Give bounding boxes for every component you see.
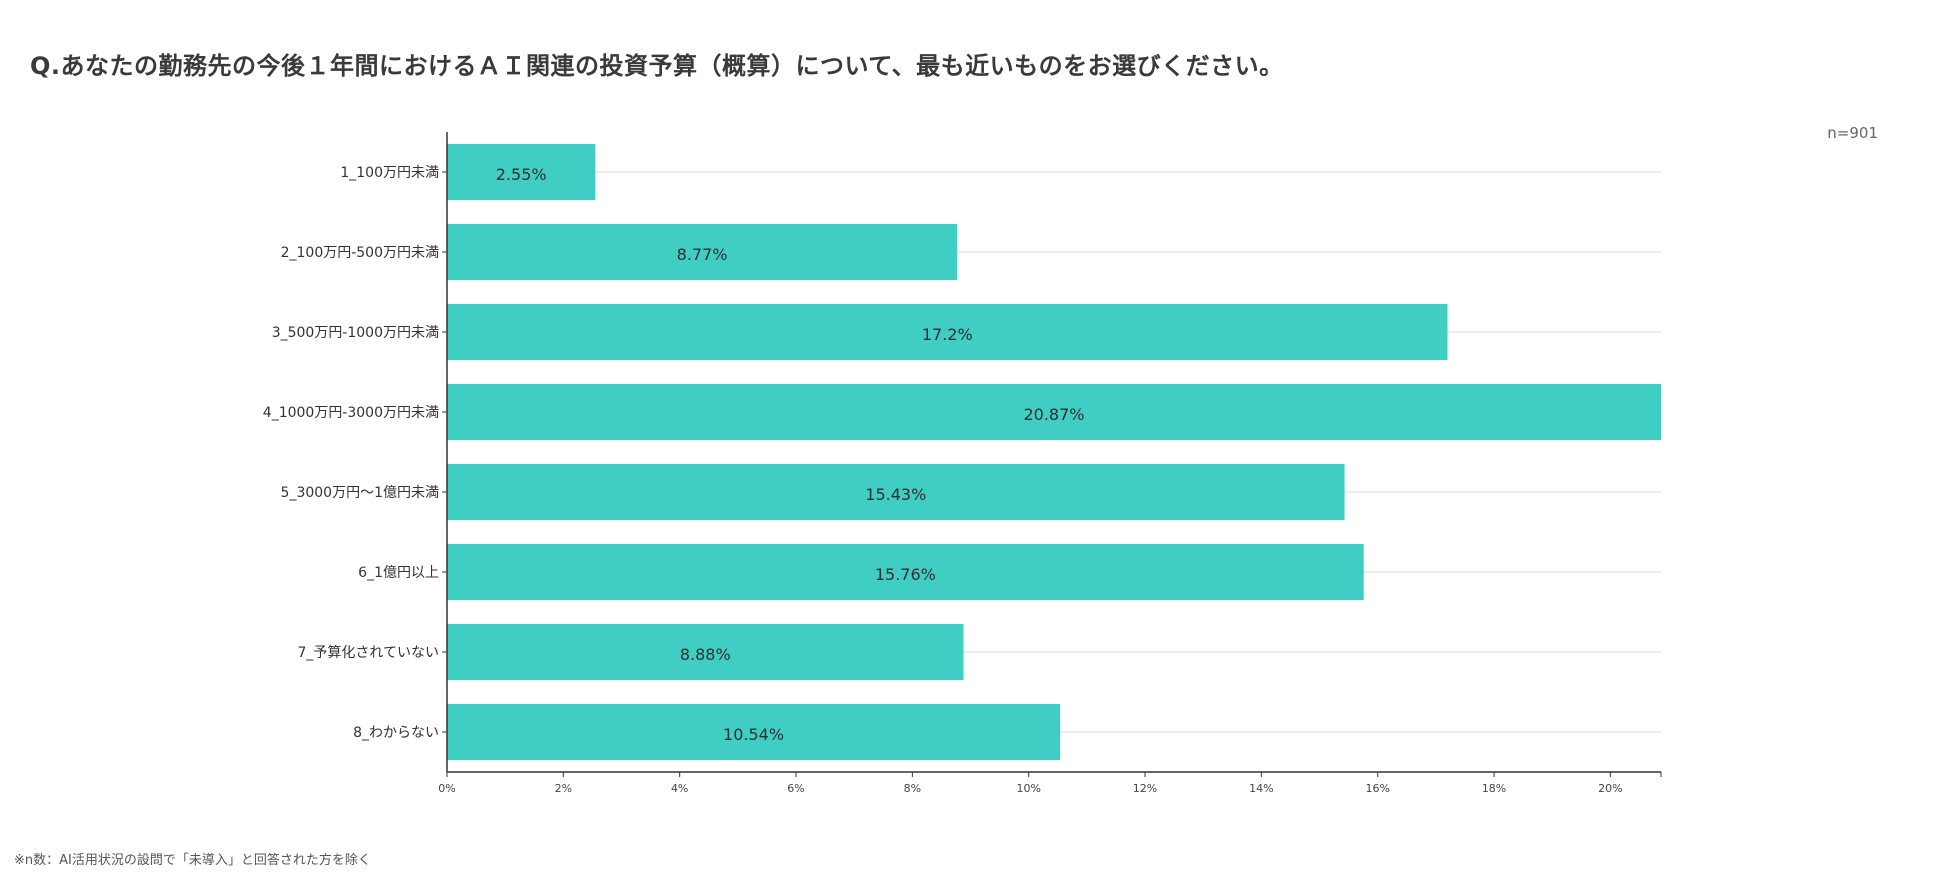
category-label: 2_100万円-500万円未満: [281, 245, 439, 261]
bar-value-label: 10.54%: [723, 725, 784, 744]
x-tick-label: 18%: [1482, 782, 1506, 795]
bar-value-label: 15.43%: [865, 485, 926, 504]
bar: [447, 624, 964, 680]
bar-value-label: 20.87%: [1023, 405, 1084, 424]
category-label: 7_予算化されていない: [298, 645, 440, 661]
bar: [447, 224, 958, 280]
bar: [447, 544, 1364, 600]
sample-size-label: n=901: [1827, 124, 1878, 142]
category-label: 8_わからない: [353, 725, 439, 741]
bar-labels: 2.55% 8.77% 17.2% 20.87% 15.43% 15.76% 8.88% 10…: [496, 165, 1085, 744]
x-tick-label: 20%: [1598, 782, 1622, 795]
x-tick-label: 10%: [1016, 782, 1040, 795]
bars: [447, 144, 1661, 760]
category-label: 6_1億円以上: [358, 565, 439, 581]
bar: [447, 704, 1061, 760]
category-label: 5_3000万円〜1億円未満: [281, 485, 439, 501]
bar-value-label: 8.88%: [680, 645, 731, 664]
bar: [447, 144, 596, 200]
x-tick-label: 14%: [1249, 782, 1273, 795]
axes: 1_100万円未満 2_100万円-500万円未満 3_500万円-1000万円未満…: [263, 132, 1662, 795]
bar-value-label: 15.76%: [875, 565, 936, 584]
bar: [447, 304, 1448, 360]
x-tick-label: 6%: [787, 782, 804, 795]
x-tick-label: 2%: [555, 782, 572, 795]
footnote: ※n数：AI活用状況の設問で「未導入」と回答された方を除く: [14, 853, 371, 868]
x-tick-label: 12%: [1133, 782, 1157, 795]
bar-value-label: 17.2%: [922, 325, 973, 344]
bar: [447, 384, 1661, 440]
page-title: Q.あなたの勤務先の今後１年間におけるＡＩ関連の投資予算（概算）について、最も近…: [30, 52, 1284, 80]
x-tick-label: 0%: [438, 782, 455, 795]
bar-value-label: 2.55%: [496, 165, 547, 184]
x-tick-label: 4%: [671, 782, 688, 795]
bar: [447, 464, 1345, 520]
category-label: 4_1000万円-3000万円未満: [263, 405, 439, 421]
x-tick-label: 8%: [904, 782, 921, 795]
x-tick-label: 16%: [1365, 782, 1389, 795]
bar-value-label: 8.77%: [677, 245, 728, 264]
category-label: 3_500万円-1000万円未満: [272, 325, 439, 341]
category-label: 1_100万円未満: [340, 165, 439, 181]
